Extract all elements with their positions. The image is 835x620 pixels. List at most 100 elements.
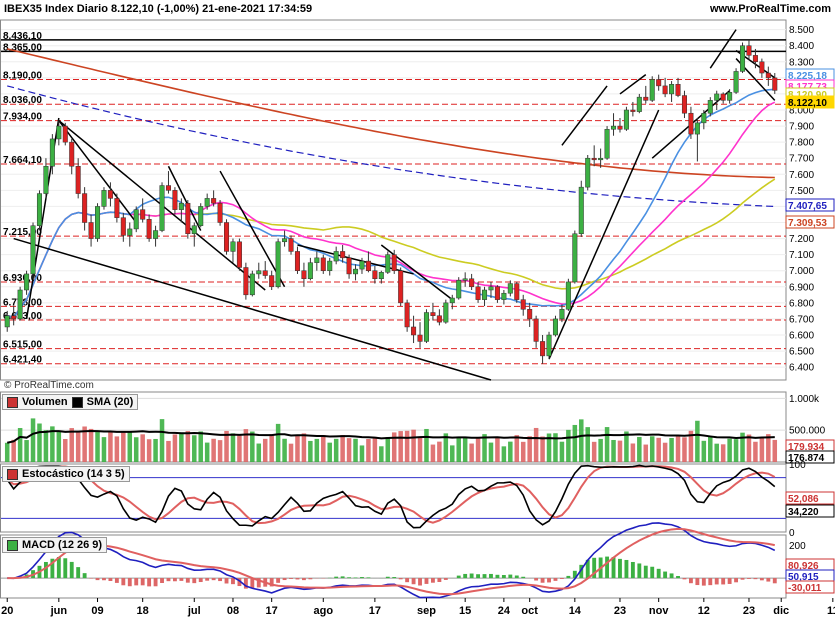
price-tag-box (785, 95, 835, 109)
candle-body (365, 260, 371, 271)
macd-histogram-bar (482, 574, 487, 579)
volume-bar (82, 426, 87, 462)
price-tick-label: 8.000 (789, 106, 814, 117)
trend-line (58, 120, 137, 223)
volume-bar (656, 437, 661, 462)
volume-bar (301, 433, 307, 462)
macd-tag-box (785, 580, 835, 594)
macd-histogram-bar (282, 578, 287, 581)
macd-histogram-bar (301, 578, 306, 581)
trend-line (167, 165, 202, 231)
macd-histogram-bar (747, 578, 751, 579)
candle-body (475, 286, 481, 300)
candle-body (585, 157, 591, 188)
candle-body (217, 202, 223, 223)
macd-histogram-bar (585, 559, 590, 579)
x-tick-label: 24 (498, 605, 511, 617)
macd-histogram-bar (656, 568, 661, 579)
volume-bar (366, 438, 371, 462)
volume-bar (153, 438, 158, 462)
volume-tick-label: 500.000 (789, 426, 826, 437)
volume-bar (192, 435, 197, 462)
candle-body (623, 109, 629, 130)
macd-histogram-bar (772, 578, 777, 584)
volume-bar (695, 420, 700, 462)
macd-histogram-bar (611, 557, 616, 579)
candle-body (114, 198, 120, 218)
volume-bar (250, 431, 255, 462)
price-tick-label: 6.500 (789, 347, 814, 358)
macd-histogram-bar (127, 578, 132, 587)
volume-bar (520, 441, 526, 462)
candle-body (95, 206, 101, 239)
macd-histogram-bar (243, 578, 248, 589)
candle-body (578, 186, 584, 234)
volume-bar (211, 438, 216, 462)
macd-histogram-bar (140, 578, 145, 586)
stochastic-tag-label: 34,220 (788, 507, 819, 518)
macd-histogram-bar (211, 578, 216, 581)
macd-line (7, 522, 776, 599)
volume-sma-label: SMA (20) (86, 396, 134, 408)
level-label: 8.190,00 (3, 70, 42, 81)
volume-bar (746, 434, 752, 462)
macd-histogram-bar (179, 578, 184, 581)
candle-body (643, 96, 649, 101)
volume-tag-label: 179.934 (788, 442, 825, 453)
price-tick-label: 7.500 (789, 186, 814, 197)
macd-histogram-bar (669, 573, 674, 579)
macd-histogram-bar (340, 576, 345, 579)
stochastic-label: Estocástico (14 3 5) (22, 468, 125, 480)
volume-bar (766, 434, 771, 462)
candle-body (540, 341, 546, 357)
site-url[interactable]: www.ProRealTime.com (709, 3, 831, 15)
volume-bar (688, 430, 694, 462)
price-tag-box (785, 215, 835, 229)
volume-bar (759, 437, 765, 462)
macd-histogram-bar (514, 575, 519, 579)
price-tick-label: 7.000 (789, 266, 814, 277)
candle-body (572, 233, 578, 283)
volume-bar (469, 443, 474, 462)
x-tick-label: 23 (743, 605, 755, 617)
volume-bar (714, 443, 719, 462)
volume-bar (417, 437, 423, 462)
level-label: 6.421,40 (3, 355, 42, 366)
candle-body (262, 270, 268, 276)
candle-body (4, 315, 10, 328)
volume-bar (624, 431, 629, 462)
volume-bar (204, 442, 210, 462)
macd-histogram-bar (308, 578, 313, 580)
candle-body (611, 125, 617, 130)
copyright: © ProRealTime.com (4, 380, 94, 391)
volume-bar (179, 432, 184, 462)
candle-body (11, 315, 17, 320)
candle-body (649, 79, 655, 101)
volume-bar (727, 438, 732, 462)
macd-histogram-bar (463, 573, 468, 579)
macd-histogram-bar (476, 574, 481, 579)
volume-bar (146, 439, 152, 462)
macd-histogram-bar (50, 558, 55, 579)
candle-body (198, 206, 204, 226)
macd-histogram-bar (166, 578, 171, 582)
candle-body (56, 125, 62, 140)
x-tick-label: sep (417, 605, 436, 617)
macd-histogram-bar (501, 575, 506, 579)
volume-legend: Volumen SMA (20) (2, 394, 139, 410)
volume-bar (611, 439, 616, 462)
volume-bar (475, 437, 481, 462)
price-tick-label: 8.500 (789, 25, 814, 36)
candle-body (372, 270, 378, 280)
symbol-line: IBEX35 Index Diario 8.122,10 (-1,00%) 21… (4, 3, 313, 15)
volume-bar (282, 438, 287, 462)
volume-bar (385, 437, 391, 462)
macd-histogram-bar (205, 578, 210, 581)
macd-histogram-bar (69, 561, 74, 579)
price-tick-label: 6.900 (789, 282, 814, 293)
volume-bar (327, 442, 332, 462)
macd-histogram-bar (721, 578, 726, 585)
macd-histogram-bar (553, 578, 558, 581)
candle-body (43, 166, 49, 194)
candle-body (759, 61, 765, 74)
